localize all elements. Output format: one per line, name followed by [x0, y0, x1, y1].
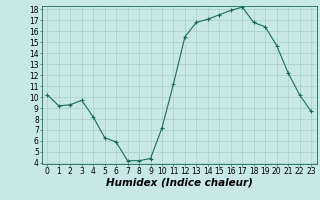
X-axis label: Humidex (Indice chaleur): Humidex (Indice chaleur) [106, 177, 252, 187]
